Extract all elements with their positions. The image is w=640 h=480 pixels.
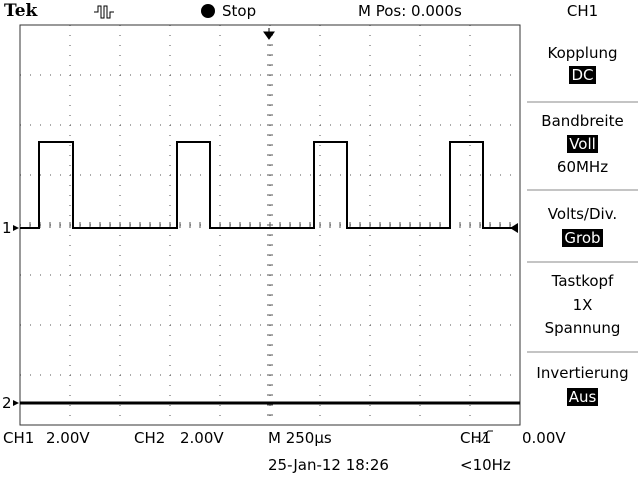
ch1-waveform (20, 141, 515, 229)
ch2-label: CH2 (134, 429, 166, 447)
menu-note: 60MHz (556, 158, 609, 176)
menu-label: Volts/Div. (547, 205, 618, 223)
trigger-icon (94, 5, 114, 19)
menu-value[interactable]: DC (569, 66, 596, 84)
trigger-position-marker (263, 28, 275, 40)
menu-label: Kopplung (547, 44, 618, 62)
menu-value[interactable]: Voll (567, 135, 598, 153)
trigger-slope-icon (476, 430, 493, 442)
ch1-scale: 2.00V (46, 429, 90, 447)
menu-line: Spannung (544, 319, 621, 337)
menu-line: 1X (572, 296, 593, 314)
trigger-source: CH1 (460, 429, 492, 447)
timebase: M 250µs (268, 429, 332, 447)
menu-label: Bandbreite (541, 112, 624, 130)
stop-icon (201, 4, 215, 18)
menu-value[interactable]: Grob (562, 229, 603, 247)
menu-title: CH1 (566, 2, 599, 20)
position: M Pos: 0.000s (358, 2, 462, 20)
graticule-frame (19, 24, 521, 426)
ch2-scale: 2.00V (180, 429, 224, 447)
status: Stop (222, 2, 257, 20)
trigger-level-marker (510, 223, 518, 233)
menu-value[interactable]: Aus (566, 388, 599, 406)
menu-label: Invertierung (536, 364, 629, 382)
ch1-label: CH1 (3, 429, 35, 447)
menu-label: Tastkopf (551, 272, 614, 290)
channel-marker: 1 (2, 219, 12, 237)
date: 25-Jan-12 18:26 (268, 456, 389, 474)
channel-arrows (13, 225, 19, 406)
channel-marker: 2 (2, 394, 12, 412)
frequency: <10Hz (460, 456, 511, 474)
trigger-level: 0.00V (522, 429, 566, 447)
menu-separators (527, 101, 638, 353)
brand: Tek (4, 1, 38, 21)
